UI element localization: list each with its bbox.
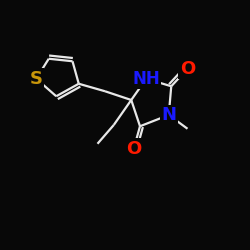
Text: O: O — [126, 140, 142, 158]
Text: S: S — [30, 70, 43, 88]
Text: N: N — [161, 106, 176, 124]
Text: NH: NH — [132, 70, 160, 88]
Text: O: O — [180, 60, 195, 78]
